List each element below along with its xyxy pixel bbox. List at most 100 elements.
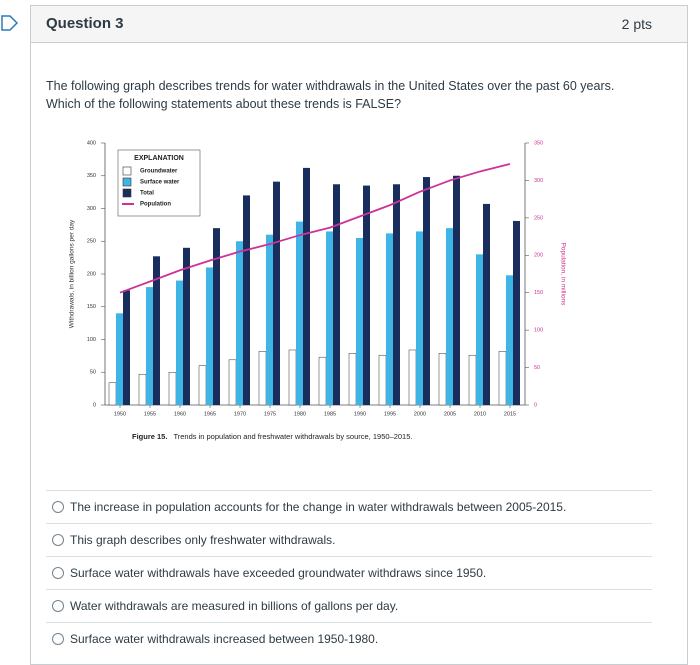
x-tick-label: 1970 (234, 411, 246, 417)
legend-swatch (122, 188, 132, 198)
bar (363, 185, 370, 405)
question-icon (1, 15, 19, 31)
answer-option[interactable]: Surface water withdrawals have exceeded … (46, 556, 652, 589)
bar (236, 241, 243, 405)
bar (303, 167, 310, 405)
bar (138, 373, 147, 406)
y-tick-label: 0 (93, 402, 96, 408)
bar (266, 234, 273, 405)
x-tick-label: 2015 (504, 411, 516, 417)
answer-option[interactable]: The increase in population accounts for … (46, 490, 652, 523)
bar (176, 280, 183, 405)
y2-tick-label: 350 (534, 140, 543, 146)
bar (258, 351, 267, 406)
y2-tick-label: 100 (534, 328, 543, 334)
bar (333, 184, 340, 405)
bar (483, 203, 490, 405)
bar (108, 382, 117, 406)
chart: 0 50 100 150 200 250 300 350 400 0 50 100 150 200 250 3… (69, 140, 567, 441)
bar (228, 359, 237, 406)
bar (153, 256, 160, 405)
bar (326, 231, 333, 405)
question-points: 2 pts (621, 16, 652, 32)
y-axis-label: Withdrawals, in billion gallons per day (69, 219, 76, 328)
y-tick-label: 100 (87, 337, 96, 343)
bar (318, 356, 327, 406)
bar (386, 233, 393, 405)
radio-button[interactable] (52, 567, 64, 579)
y2-tick-label: 50 (534, 365, 540, 371)
bar (513, 220, 520, 405)
option-text: Surface water withdrawals increased betw… (70, 632, 379, 646)
radio-button[interactable] (52, 600, 64, 612)
bar (438, 353, 447, 406)
bar (446, 228, 453, 405)
legend-label: Population (140, 202, 171, 208)
bar (213, 228, 220, 405)
answer-option[interactable]: Water withdrawals are measured in billio… (46, 589, 652, 622)
bar (453, 175, 460, 405)
bar (168, 372, 177, 406)
y2-tick-label: 250 (534, 215, 543, 221)
bar (288, 349, 297, 406)
radio-button[interactable] (52, 534, 64, 546)
legend-label: Surface water (140, 180, 180, 186)
y-tick-label: 200 (87, 271, 96, 277)
x-tick-label: 1955 (144, 411, 156, 417)
figure-caption: Figure 15. Trends in population and fresh… (132, 432, 412, 441)
y-tick-label: 400 (87, 140, 96, 146)
x-tick-label: 1960 (174, 411, 186, 417)
bar (123, 290, 130, 405)
y-tick-label: 50 (90, 370, 96, 376)
radio-button[interactable] (52, 501, 64, 513)
y2-tick-label: 0 (534, 402, 537, 408)
bar (356, 237, 363, 405)
bar (296, 221, 303, 405)
bar (116, 313, 123, 405)
legend-title: EXPLANATION (134, 155, 184, 162)
legend-swatch (122, 166, 132, 176)
bar (476, 254, 483, 405)
bar (273, 181, 280, 405)
prompt-text: Which of the following statements about … (46, 97, 402, 111)
bar (506, 275, 513, 405)
bar (348, 353, 357, 406)
prompt-text: The following graph describes trends for… (46, 79, 615, 93)
x-tick-label: 1990 (354, 411, 366, 417)
bar (498, 351, 507, 406)
legend-swatch (122, 177, 132, 187)
bar (423, 177, 430, 405)
y2-tick-label: 300 (534, 178, 543, 184)
bar (183, 247, 190, 405)
option-text: Water withdrawals are measured in billio… (70, 599, 399, 613)
bar (408, 349, 417, 406)
answer-option[interactable]: Surface water withdrawals increased betw… (46, 622, 652, 655)
x-tick-label: 1965 (204, 411, 216, 417)
y-tick-label: 250 (87, 239, 96, 245)
y-tick-label: 350 (87, 173, 96, 179)
bar (393, 184, 400, 405)
legend-label: Groundwater (140, 169, 178, 175)
option-text: Surface water withdrawals have exceeded … (70, 566, 487, 580)
y2-tick-label: 150 (534, 290, 543, 296)
option-text: The increase in population accounts for … (70, 500, 567, 514)
x-tick-label: 1975 (264, 411, 276, 417)
y2-tick-label: 200 (534, 253, 543, 259)
bar (378, 354, 387, 406)
legend-label: Total (140, 191, 154, 197)
option-text: This graph describes only freshwater wit… (70, 533, 336, 547)
bar (416, 231, 423, 405)
x-tick-label: 1985 (324, 411, 336, 417)
caption-text: Trends in population and freshwater with… (173, 432, 412, 441)
y-tick-label: 150 (87, 304, 96, 310)
x-tick-label: 1980 (294, 411, 306, 417)
x-tick-label: 2005 (444, 411, 456, 417)
answer-option[interactable]: This graph describes only freshwater wit… (46, 523, 652, 556)
bar (243, 195, 250, 405)
radio-button[interactable] (52, 633, 64, 645)
y-tick-label: 300 (87, 206, 96, 212)
x-tick-label: 1995 (384, 411, 396, 417)
question-header (31, 6, 687, 43)
bar (206, 267, 213, 405)
x-tick-label: 1950 (114, 411, 126, 417)
